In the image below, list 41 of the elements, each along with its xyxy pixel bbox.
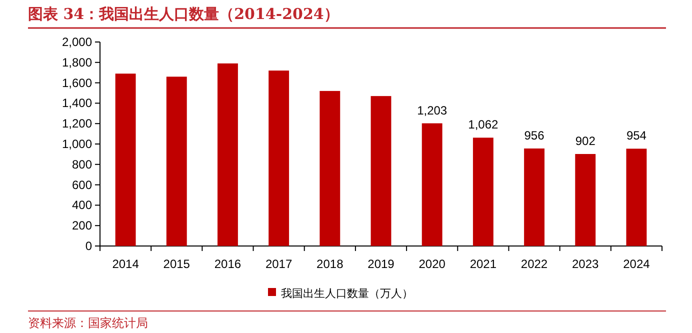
bar — [626, 148, 647, 246]
y-tick-label: 400 — [72, 198, 92, 212]
legend: 我国出生人口数量（万人） — [268, 287, 413, 300]
y-tick-label: 2,000 — [62, 35, 92, 49]
text: 资料来源：国家统计局 — [28, 316, 148, 330]
bar — [320, 90, 340, 246]
data-label: 956 — [524, 128, 545, 142]
x-tick-label: 2021 — [470, 257, 497, 271]
y-tick-label: 800 — [72, 157, 92, 172]
bar — [524, 148, 544, 246]
bar — [422, 123, 442, 246]
y-tick-label: 0 — [85, 239, 92, 253]
bar — [115, 74, 136, 246]
chart-title: 图表 34：我国出生人口数量（2014-2024） — [28, 5, 339, 23]
data-label: 1,203 — [417, 103, 448, 118]
y-tick-label: 1,200 — [62, 116, 92, 131]
bar — [575, 154, 596, 246]
x-tick-label: 2014 — [112, 257, 140, 271]
x-tick-label: 2019 — [368, 257, 395, 271]
y-tick-label: 200 — [72, 218, 92, 233]
x-tick-label: 2015 — [163, 257, 190, 271]
x-tick-label: 2016 — [214, 257, 242, 271]
x-tick-label: 2023 — [572, 257, 600, 271]
bar — [268, 70, 290, 246]
y-tick-label: 1,800 — [62, 55, 92, 70]
y-tick-label: 1,600 — [62, 76, 92, 90]
x-tick-label: 2022 — [520, 257, 548, 271]
x-tick-label: 2024 — [623, 257, 650, 271]
x-tick-label: 2017 — [265, 257, 292, 271]
bar — [370, 96, 392, 246]
x-tick-label: 2018 — [316, 257, 344, 271]
bar — [218, 63, 238, 246]
y-tick-label: 600 — [72, 178, 92, 192]
bar — [166, 76, 187, 246]
data-label: 954 — [626, 128, 647, 143]
bar — [472, 138, 494, 246]
data-label: 902 — [575, 134, 596, 148]
data-label: 1,062 — [468, 118, 499, 132]
y-tick-label: 1,000 — [62, 137, 92, 151]
x-tick-label: 2020 — [418, 257, 446, 271]
y-tick-label: 1,400 — [62, 96, 92, 110]
